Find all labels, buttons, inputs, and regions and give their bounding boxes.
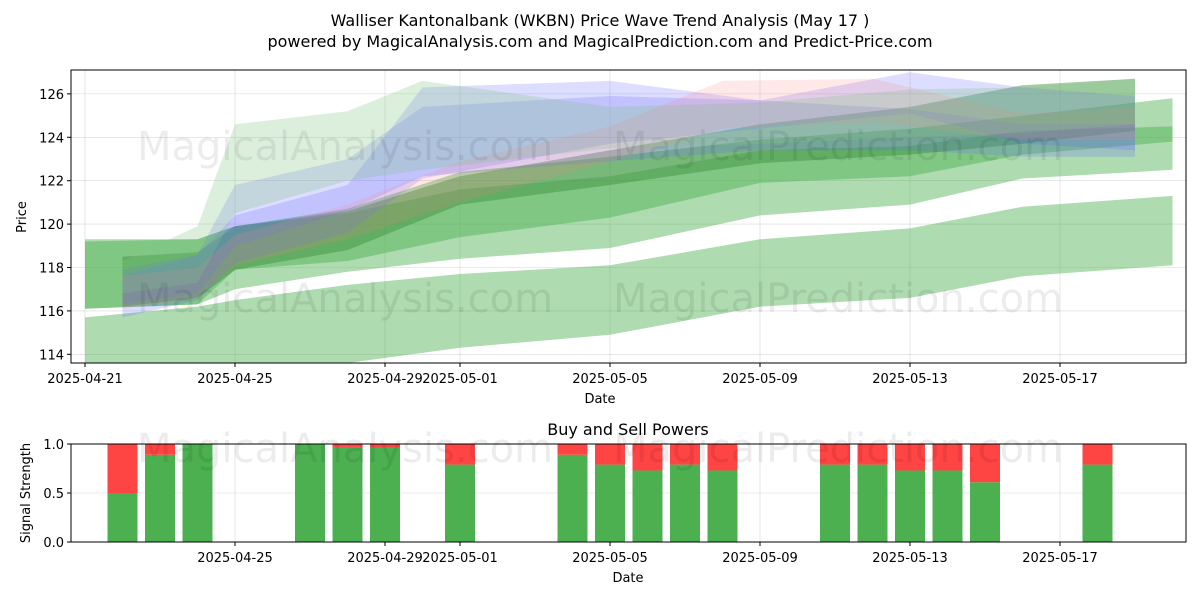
buy-bar	[332, 446, 363, 542]
buy-bar	[707, 470, 738, 542]
sell-bar	[370, 444, 400, 448]
powers-y-tick-label: 1.0	[43, 438, 64, 453]
sell-bar	[707, 444, 738, 471]
buy-bar	[970, 482, 1000, 542]
price-x-tick-label: 2025-05-01	[422, 372, 498, 387]
sell-bar	[970, 444, 1000, 483]
buy-bar	[557, 454, 588, 542]
watermark-prediction-top: MagicalPrediction.com	[613, 124, 1063, 170]
chart-subtitle: powered by MagicalAnalysis.com and Magic…	[267, 32, 932, 51]
powers-watermarks: MagicalAnalysis.com MagicalPrediction.co…	[137, 426, 1063, 472]
buy-bar	[145, 454, 175, 542]
price-grid	[71, 70, 1186, 363]
price-x-tick-label: 2025-05-17	[1022, 372, 1098, 387]
powers-x-tick-label: 2025-05-01	[422, 551, 498, 566]
powers-x-axis: 2025-04-25 2025-04-29 2025-05-01 2025-05-05…	[197, 542, 1098, 566]
price-y-tick-label: 114	[39, 348, 64, 363]
buy-bar	[182, 444, 213, 542]
price-x-tick-label: 2025-04-21	[47, 372, 123, 387]
price-band-5	[122, 72, 1135, 318]
price-x-tick-label: 2025-05-09	[722, 372, 798, 387]
powers-bars	[107, 444, 1113, 542]
chart-title: Walliser Kantonalbank (WKBN) Price Wave …	[331, 11, 870, 30]
price-x-tick-label: 2025-05-05	[572, 372, 648, 387]
price-x-tick-label: 2025-05-13	[872, 372, 948, 387]
price-band-7	[122, 78, 1135, 309]
powers-x-tick-label: 2025-04-29	[347, 551, 423, 566]
powers-y-axis: 0.0 0.5 1.0	[43, 438, 71, 551]
watermark-prediction-bottom: MagicalPrediction.com	[613, 426, 1063, 472]
price-x-axis: 2025-04-21 2025-04-25 2025-04-29 2025-05-01…	[47, 363, 1098, 387]
powers-y-tick-label: 0.0	[43, 536, 64, 551]
powers-title: Buy and Sell Powers	[547, 420, 709, 439]
buy-bar	[632, 470, 663, 542]
buy-bar	[1082, 464, 1113, 542]
buy-bar	[670, 464, 700, 542]
price-band-6	[122, 96, 1135, 305]
sell-bar	[632, 444, 663, 471]
price-y-tick-label: 116	[39, 305, 64, 320]
sell-bar	[670, 444, 700, 465]
price-band-8	[122, 78, 1135, 294]
buy-bar	[445, 464, 475, 542]
watermark-analysis-mid: MagicalAnalysis.com	[137, 276, 553, 322]
buy-bar	[370, 447, 400, 542]
powers-y-axis-label: Signal Strength	[19, 443, 34, 543]
sell-bar	[445, 444, 475, 465]
price-x-tick-label: 2025-04-25	[197, 372, 273, 387]
sell-bar	[332, 444, 363, 447]
sell-bar	[1082, 444, 1113, 465]
powers-x-tick-label: 2025-04-25	[197, 551, 273, 566]
buy-bar	[857, 464, 888, 542]
price-y-tick-label: 118	[39, 262, 64, 277]
powers-y-tick-label: 0.5	[43, 487, 64, 502]
price-y-tick-label: 120	[39, 218, 64, 233]
price-wave-bands	[85, 72, 1173, 363]
buy-bar	[932, 470, 963, 542]
buy-bar	[820, 464, 850, 542]
price-band-2	[85, 126, 1173, 309]
watermark-analysis-bottom: MagicalAnalysis.com	[137, 426, 553, 472]
sell-bar	[932, 444, 963, 471]
price-y-axis-label: Price	[15, 201, 30, 233]
price-x-tick-label: 2025-04-29	[347, 372, 423, 387]
watermark-prediction-mid: MagicalPrediction.com	[613, 276, 1063, 322]
powers-x-tick-label: 2025-05-09	[722, 551, 798, 566]
price-x-axis-label: Date	[584, 392, 615, 407]
buy-bar	[107, 493, 138, 542]
buy-bar	[895, 470, 925, 542]
price-band-1	[85, 195, 1173, 363]
powers-x-tick-label: 2025-05-05	[572, 551, 648, 566]
sell-bar	[895, 444, 925, 471]
sell-bar	[595, 444, 625, 465]
powers-x-tick-label: 2025-05-13	[872, 551, 948, 566]
price-axes-frame	[70, 69, 1187, 364]
price-band-3	[85, 98, 1173, 309]
sell-bar	[857, 444, 888, 465]
buy-bar	[295, 444, 325, 542]
powers-x-axis-label: Date	[612, 571, 643, 586]
price-watermarks: MagicalAnalysis.com MagicalPrediction.co…	[137, 124, 1063, 322]
buy-bar	[595, 464, 625, 542]
price-y-tick-label: 126	[39, 88, 64, 103]
price-y-axis: 114 116 118 120 122 124 126	[39, 88, 71, 363]
sell-bar	[107, 444, 138, 493]
price-y-tick-label: 122	[39, 175, 64, 190]
powers-x-tick-label: 2025-05-17	[1022, 551, 1098, 566]
sell-bar	[557, 444, 588, 455]
price-band-4	[122, 78, 1135, 307]
price-y-tick-label: 124	[39, 131, 64, 146]
watermark-analysis-top: MagicalAnalysis.com	[137, 124, 553, 170]
sell-bar	[145, 444, 175, 455]
sell-bar	[820, 444, 850, 465]
